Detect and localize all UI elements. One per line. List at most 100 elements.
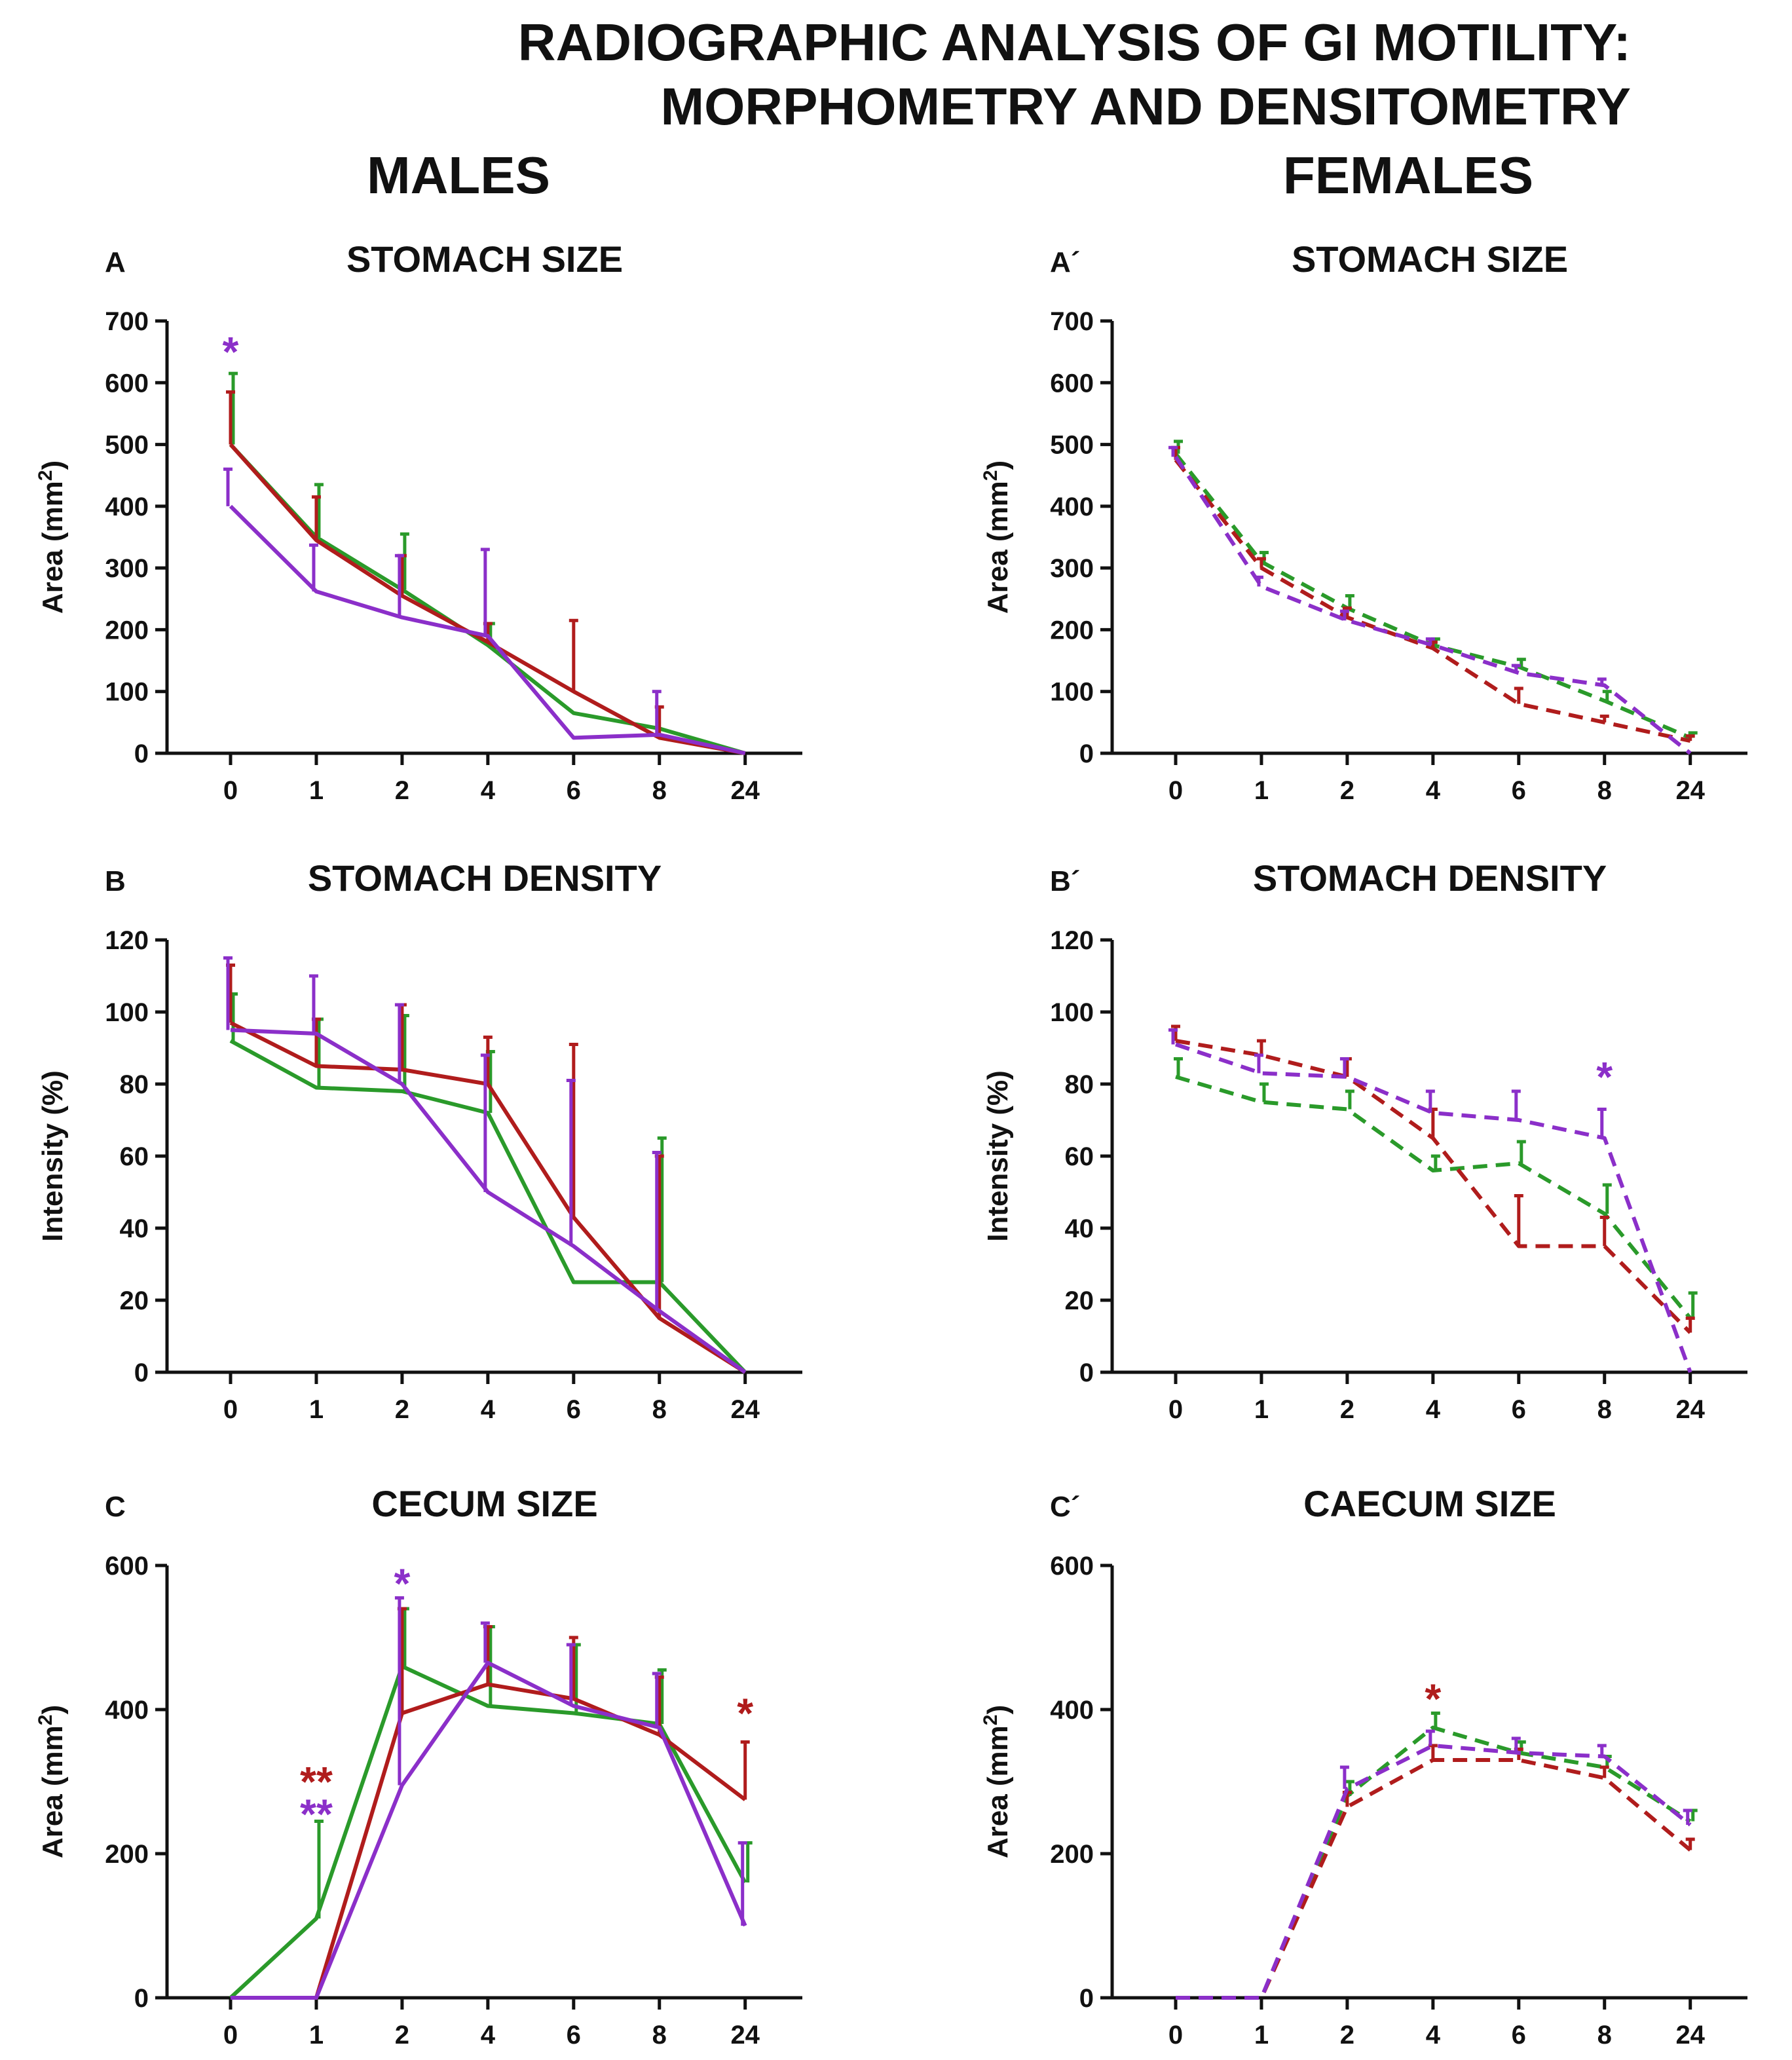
- series-line-red-b: [229, 1021, 747, 1374]
- y-axis-label-sup-c2: 2: [980, 1715, 1001, 1726]
- series-purple-a2: [1168, 445, 1692, 755]
- series-red-a2: [1171, 445, 1695, 743]
- x-tick-label-a: 4: [481, 776, 496, 805]
- significance-marker-c: **: [300, 1791, 333, 1838]
- x-tick-label-b2: 24: [1675, 1395, 1705, 1424]
- y-axis-label-tail-a2: ): [982, 460, 1014, 470]
- panel-letter-a2: A´: [1050, 246, 1080, 278]
- y-tick-label-a2: 300: [1050, 554, 1094, 583]
- y-axis-label-sup-c: 2: [35, 1715, 56, 1726]
- y-tick-label-a: 100: [105, 678, 149, 707]
- figure-title-line1: RADIOGRAPHIC ANALYSIS OF GI MOTILITY:: [518, 13, 1631, 71]
- y-tick-label-b: 20: [120, 1286, 149, 1315]
- x-tick-label-b2: 1: [1254, 1395, 1269, 1424]
- x-tick-label-b2: 6: [1512, 1395, 1526, 1424]
- x-tick-label-b: 24: [730, 1395, 760, 1424]
- y-tick-label-c: 400: [105, 1696, 149, 1725]
- y-axis-label-b2: Intensity (%): [982, 1070, 1014, 1242]
- x-tick-label-a2: 24: [1675, 776, 1705, 805]
- y-tick-label-b2: 80: [1065, 1070, 1094, 1099]
- y-tick-label-c: 600: [105, 1552, 149, 1581]
- significance-marker-a: *: [223, 328, 239, 375]
- x-tick-label-b2: 4: [1426, 1395, 1441, 1424]
- x-tick-label-c2: 8: [1597, 2021, 1612, 2050]
- y-tick-label-a: 300: [105, 554, 149, 583]
- series-line-red-b2: [1175, 1039, 1692, 1334]
- y-tick-label-b2: 100: [1050, 998, 1094, 1027]
- y-axis-label-main-c2: Area (mm: [982, 1725, 1014, 1858]
- series-line-red-c: [231, 1682, 747, 2000]
- y-tick-label-a: 500: [105, 431, 149, 460]
- y-axis-label-main-a2: Area (mm: [982, 481, 1014, 614]
- x-tick-label-b2: 0: [1168, 1395, 1183, 1424]
- x-tick-label-c2: 0: [1168, 2021, 1183, 2050]
- y-tick-label-c2: 0: [1079, 1984, 1094, 2013]
- column-heading-males: MALES: [367, 146, 550, 204]
- series-red-c2: [1176, 1744, 1695, 2000]
- y-tick-label-a2: 700: [1050, 307, 1094, 336]
- series-line-purple-b2: [1175, 1042, 1692, 1374]
- y-tick-label-a2: 600: [1050, 369, 1094, 398]
- y-tick-label-c: 0: [134, 1984, 149, 2013]
- x-tick-label-a: 0: [223, 776, 238, 805]
- x-tick-label-a2: 8: [1597, 776, 1612, 805]
- y-axis-label-sup-a: 2: [35, 470, 56, 481]
- y-tick-label-a: 700: [105, 307, 149, 336]
- series-line-purple-a: [229, 504, 746, 755]
- x-tick-label-a2: 1: [1254, 776, 1269, 805]
- y-tick-label-b2: 60: [1065, 1142, 1094, 1171]
- y-tick-label-c2: 200: [1050, 1840, 1094, 1869]
- y-axis-label-tail-a: ): [37, 460, 69, 470]
- y-tick-label-b2: 120: [1050, 926, 1094, 955]
- y-tick-label-b2: 0: [1079, 1358, 1094, 1387]
- y-tick-label-a: 0: [134, 740, 149, 768]
- x-tick-label-a: 24: [730, 776, 760, 805]
- significance-marker-c: **: [300, 1758, 333, 1805]
- series-line-red-c2: [1176, 1758, 1692, 2000]
- x-tick-label-a: 1: [309, 776, 324, 805]
- series-line-green-b2: [1175, 1075, 1692, 1320]
- significance-marker-c: *: [737, 1690, 753, 1737]
- series-line-red-a2: [1174, 459, 1691, 743]
- series-line-purple-a2: [1174, 455, 1692, 755]
- y-tick-label-b: 60: [120, 1142, 149, 1171]
- y-tick-label-b2: 40: [1065, 1214, 1094, 1243]
- series-purple-c2: [1176, 1729, 1692, 2000]
- x-tick-label-a2: 6: [1512, 776, 1526, 805]
- series-purple-b: [223, 956, 747, 1374]
- y-axis-label-main-a: Area (mm: [37, 481, 69, 614]
- series-red-b: [226, 964, 747, 1374]
- x-tick-label-c: 8: [652, 2021, 667, 2050]
- x-tick-label-c: 0: [223, 2021, 238, 2050]
- x-tick-label-c: 6: [567, 2021, 581, 2050]
- series-red-a: [226, 390, 746, 755]
- series-green-a2: [1174, 440, 1698, 740]
- x-tick-label-b: 1: [309, 1395, 324, 1424]
- y-tick-label-b2: 20: [1065, 1286, 1094, 1315]
- series-green-b2: [1174, 1057, 1698, 1320]
- x-tick-label-a: 6: [567, 776, 581, 805]
- x-tick-label-b2: 2: [1340, 1395, 1354, 1424]
- x-tick-label-a: 2: [395, 776, 409, 805]
- x-tick-label-c2: 1: [1254, 2021, 1269, 2050]
- panel-title-a: STOMACH SIZE: [346, 238, 623, 280]
- x-tick-label-a2: 2: [1340, 776, 1354, 805]
- series-purple-b2: [1168, 1028, 1692, 1374]
- x-tick-label-a: 8: [652, 776, 667, 805]
- series-line-green-a: [229, 443, 746, 755]
- panel-letter-c: C: [105, 1491, 126, 1523]
- series-line-red-a: [229, 443, 746, 755]
- y-tick-label-c2: 400: [1050, 1696, 1094, 1725]
- significance-marker-c: *: [394, 1560, 410, 1607]
- series-red-b2: [1171, 1024, 1695, 1334]
- y-tick-label-a: 200: [105, 616, 149, 645]
- x-tick-label-b: 0: [223, 1395, 238, 1424]
- x-tick-label-b: 8: [652, 1395, 667, 1424]
- y-tick-label-a2: 400: [1050, 493, 1094, 521]
- panel-letter-b2: B´: [1050, 865, 1080, 897]
- y-tick-label-a: 400: [105, 493, 149, 521]
- y-tick-label-c: 200: [105, 1840, 149, 1869]
